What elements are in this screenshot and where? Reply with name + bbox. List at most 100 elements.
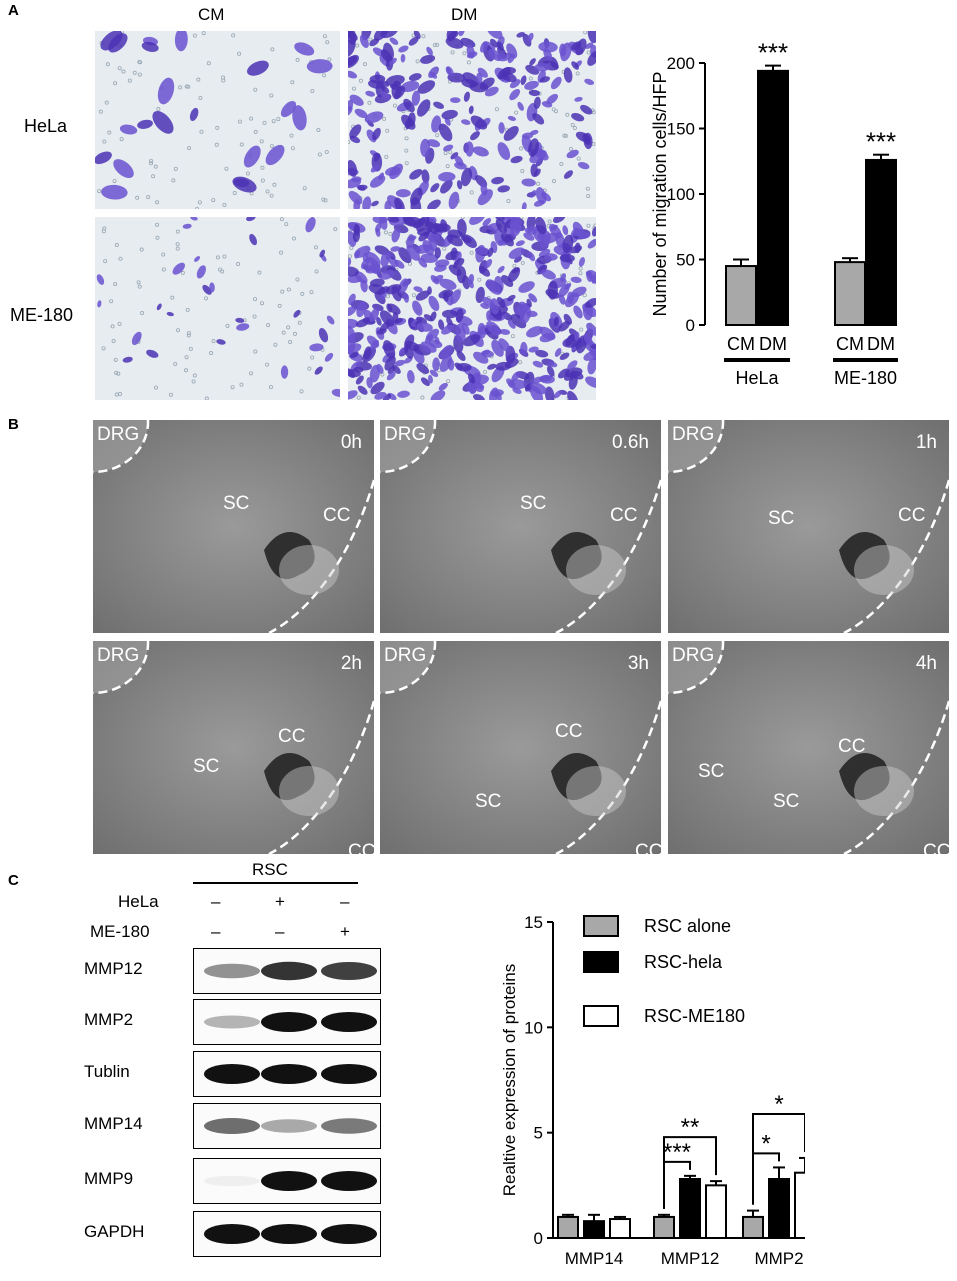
blot-image bbox=[193, 1051, 381, 1097]
y-tick-label: 200 bbox=[667, 54, 695, 73]
hela-mark-3: – bbox=[340, 892, 350, 911]
y-tick-label: 5 bbox=[534, 1124, 543, 1143]
legend-swatch-rsc-hela bbox=[583, 951, 619, 973]
comparison-bracket bbox=[663, 1136, 717, 1209]
bar bbox=[865, 158, 897, 326]
bar bbox=[794, 1171, 805, 1239]
y-tick-label: 0 bbox=[534, 1229, 543, 1248]
significance-stars: *** bbox=[758, 38, 788, 68]
region-label-cc: CC bbox=[348, 841, 374, 854]
y-tick-label: 15 bbox=[524, 913, 543, 932]
bar bbox=[834, 261, 866, 326]
panel-b-letter: B bbox=[8, 416, 19, 433]
micrograph-hela-dm bbox=[348, 31, 596, 209]
timelapse-frame: 0h DRG SC CC bbox=[93, 420, 374, 633]
bar bbox=[583, 1220, 605, 1239]
region-label-sc: SC bbox=[698, 761, 725, 782]
region-label-sc: SC bbox=[475, 791, 502, 812]
me180-mark-3: + bbox=[340, 922, 350, 941]
rsc-header: RSC bbox=[252, 860, 288, 879]
region-label-sc: SC bbox=[520, 493, 547, 514]
hela-mark-2: + bbox=[275, 892, 285, 911]
region-label-sc: SC bbox=[768, 508, 795, 529]
bar bbox=[742, 1215, 764, 1239]
y-tick-label: 0 bbox=[686, 316, 695, 335]
me180-mark-1: – bbox=[211, 922, 221, 941]
region-label-drg: DRG bbox=[97, 645, 140, 666]
column-label-dm: DM bbox=[451, 5, 478, 24]
timelapse-frame: 4h DRG CC SC SC CC bbox=[668, 641, 949, 854]
panel-c-letter: C bbox=[8, 872, 19, 889]
bar bbox=[725, 265, 757, 327]
comparison-stars: ** bbox=[681, 1114, 700, 1141]
group-line bbox=[833, 358, 898, 362]
region-label-cc: CC bbox=[838, 736, 866, 757]
region-label-cc: CC bbox=[635, 841, 661, 854]
panel-a-letter: A bbox=[8, 2, 19, 19]
timelapse-frame: 1h DRG SC CC bbox=[668, 420, 949, 633]
y-tick-label: 50 bbox=[676, 251, 695, 270]
timelapse-frame: 2h DRG CC SC CC bbox=[93, 641, 374, 854]
row-label-me180: ME-180 bbox=[10, 305, 74, 325]
expression-bar-chart: 0 5 10 15 Realtive expression of proteins MMP… bbox=[500, 913, 805, 1268]
timepoint-label: 0h bbox=[340, 432, 362, 453]
y-tick-label: 150 bbox=[667, 120, 695, 139]
region-label-cc: CC bbox=[898, 505, 926, 526]
blot-image bbox=[193, 948, 381, 994]
blot-image bbox=[193, 999, 381, 1045]
timepoint-label: 0.6h bbox=[612, 432, 649, 453]
bar bbox=[768, 1178, 790, 1240]
region-label-sc: SC bbox=[193, 756, 220, 777]
region-label-cc: CC bbox=[610, 505, 638, 526]
region-label-drg: DRG bbox=[672, 424, 715, 445]
region-label-sc: SC bbox=[773, 791, 800, 812]
micrograph-me180-dm bbox=[348, 217, 596, 400]
region-label-cc: CC bbox=[323, 505, 351, 526]
x-tick-label: MMP14 bbox=[565, 1249, 624, 1268]
blot-image bbox=[193, 1211, 381, 1257]
region-label-sc: SC bbox=[223, 493, 250, 514]
legend-swatch-rsc-alone bbox=[583, 915, 619, 937]
region-label-cc: CC bbox=[278, 726, 306, 747]
region-label-drg: DRG bbox=[384, 424, 427, 445]
x-tick-label: MMP12 bbox=[661, 1249, 720, 1268]
timepoint-label: 1h bbox=[915, 432, 937, 453]
y-axis-label: Number of migration cells/HFP bbox=[650, 71, 670, 316]
legend-label-rsc-hela: RSC-hela bbox=[644, 952, 723, 972]
group-label: HeLa bbox=[735, 368, 779, 388]
comparison-stars: *** bbox=[663, 1139, 691, 1166]
row-label-hela: HeLa bbox=[24, 116, 68, 136]
bar bbox=[679, 1178, 701, 1240]
blot-label: GAPDH bbox=[84, 1222, 145, 1241]
timepoint-label: 3h bbox=[627, 653, 649, 674]
hela-mark-1: – bbox=[211, 892, 221, 911]
blot-label: MMP14 bbox=[84, 1114, 143, 1133]
blot-label: MMP12 bbox=[84, 959, 143, 978]
x-tick-label: MMP2 bbox=[754, 1249, 803, 1268]
comparison-stars: * bbox=[774, 1091, 783, 1118]
condition-label-me180: ME-180 bbox=[90, 922, 150, 941]
region-label-drg: DRG bbox=[384, 645, 427, 666]
x-tick-label: CM bbox=[727, 334, 755, 354]
legend-label-rsc-me180: RSC-ME180 bbox=[644, 1006, 745, 1026]
blot-image bbox=[193, 1158, 381, 1204]
column-label-cm: CM bbox=[198, 5, 225, 24]
blot-label: Tublin bbox=[84, 1062, 130, 1081]
blot-label: MMP2 bbox=[84, 1010, 134, 1029]
timepoint-label: 2h bbox=[340, 653, 362, 674]
blot-label: MMP9 bbox=[84, 1169, 134, 1188]
y-axis-label: Realtive expression of proteins bbox=[500, 964, 519, 1196]
blot-image bbox=[193, 1103, 381, 1149]
bar bbox=[557, 1215, 579, 1239]
legend-label-rsc-alone: RSC alone bbox=[644, 916, 731, 936]
x-tick-label: DM bbox=[759, 334, 787, 354]
comparison-bracket bbox=[752, 1112, 805, 1205]
legend-swatch-rsc-me180 bbox=[583, 1005, 619, 1027]
y-tick-label: 100 bbox=[667, 185, 695, 204]
bar bbox=[653, 1215, 675, 1239]
comparison-stars: * bbox=[761, 1130, 770, 1157]
timepoint-label: 4h bbox=[915, 653, 937, 674]
condition-label-hela: HeLa bbox=[118, 892, 159, 911]
timelapse-frame: 0.6h DRG SC CC bbox=[380, 420, 661, 633]
region-label-cc: CC bbox=[555, 721, 583, 742]
